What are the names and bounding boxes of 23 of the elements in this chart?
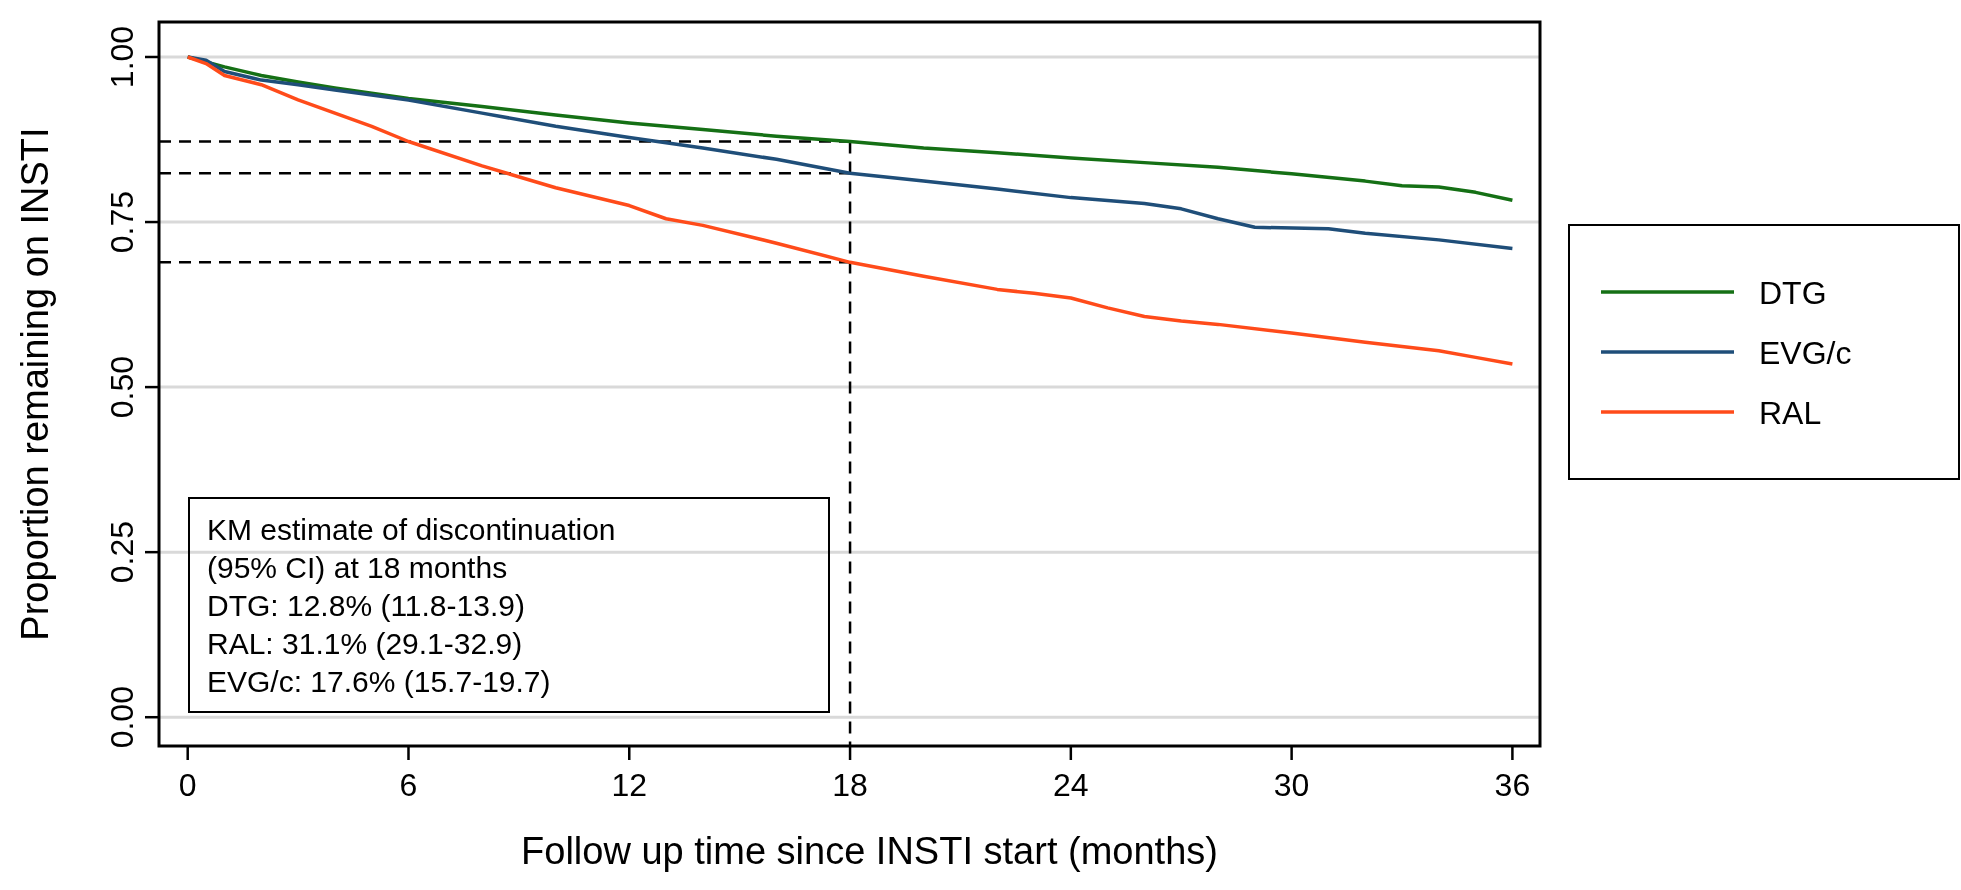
- x-tick-label: 18: [832, 767, 868, 803]
- x-tick-label: 6: [399, 767, 418, 803]
- annotation: DTG: 12.8% (11.8-13.9): [207, 589, 525, 622]
- legend-label: EVG/c: [1759, 335, 1852, 371]
- x-tick-label: 24: [1053, 767, 1089, 803]
- x-tick-label: 0: [178, 767, 197, 803]
- y-tick-label: 0.25: [104, 521, 140, 584]
- annotation: KM estimate of discontinuation: [207, 513, 616, 546]
- y-tick-label: 0.00: [104, 686, 140, 749]
- legend-label: DTG: [1759, 275, 1827, 311]
- x-tick-label: 12: [611, 767, 648, 803]
- legend-label: RAL: [1759, 395, 1822, 431]
- annotation: EVG/c: 17.6% (15.7-19.7): [207, 665, 551, 698]
- line-series: [185, 55, 1515, 366]
- annotation: (95% CI) at 18 months: [207, 551, 508, 584]
- y-tick-label: 0.75: [104, 190, 140, 254]
- y-tick-label: 1.00: [104, 25, 140, 89]
- y-tick-label: 0.50: [104, 355, 140, 419]
- annotation: RAL: 31.1% (29.1-32.9): [207, 627, 523, 660]
- y-axis-title: Proportion remaining on INSTI: [14, 127, 56, 641]
- x-tick-label: 36: [1494, 767, 1531, 803]
- x-axis-title: Follow up time since INSTI start (months): [521, 830, 1218, 872]
- x-tick-label: 30: [1273, 767, 1310, 803]
